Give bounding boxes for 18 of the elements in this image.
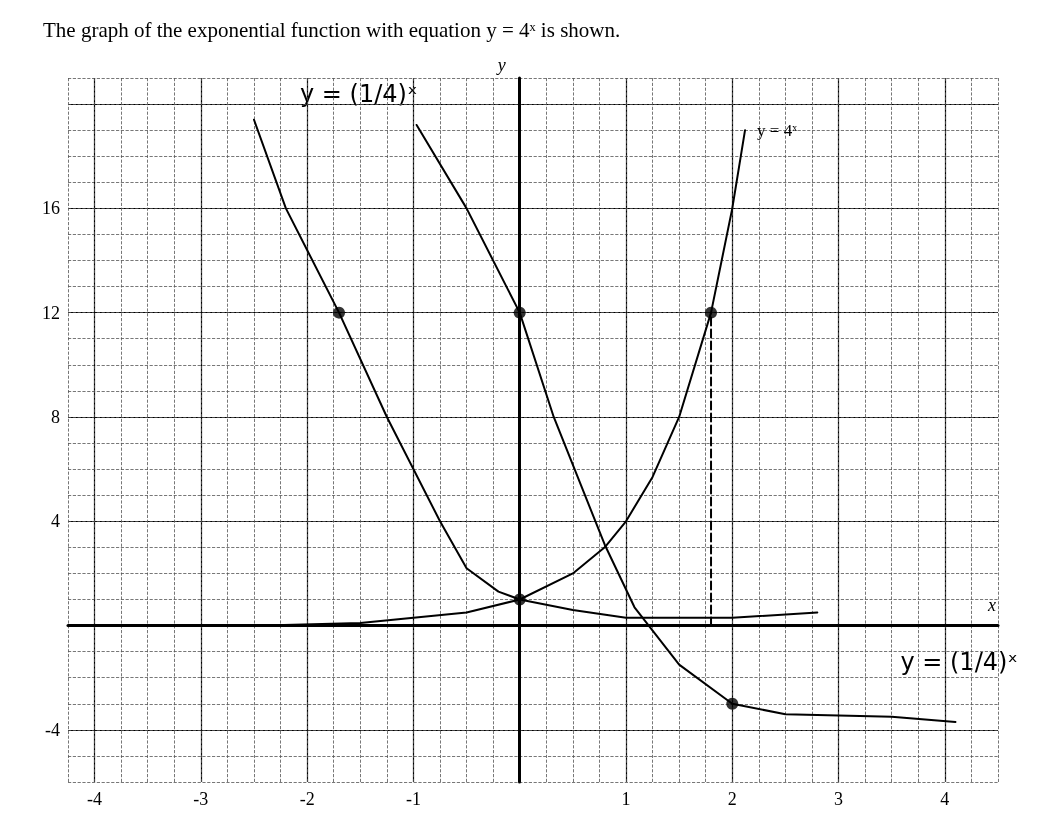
chart-title: The graph of the exponential function with equation y = 4ˣ is shown. (43, 17, 621, 42)
x-tick-label: -3 (193, 789, 209, 809)
y-tick-label: 16 (42, 198, 60, 219)
x-tick-label: -1 (405, 789, 421, 809)
x-tick-label: 1 (621, 789, 631, 809)
x-tick-label: -4 (87, 789, 103, 809)
x-axis-title: x (987, 594, 996, 615)
y-tick-label: 4 (51, 511, 60, 532)
x-tick-label: -2 (299, 789, 315, 809)
y-tick-label: 12 (42, 302, 60, 323)
x-tick-label: 2 (727, 789, 737, 809)
y-axis-title: y (495, 55, 506, 75)
series-label: y = 4ˣ (757, 120, 798, 140)
y-tick-label: 8 (51, 406, 60, 427)
annotation: y = (1/4)ˣ (900, 648, 1018, 676)
x-tick-label: 3 (834, 789, 844, 809)
y-tick-label: -4 (45, 719, 60, 740)
x-tick-label: 4 (940, 789, 950, 809)
